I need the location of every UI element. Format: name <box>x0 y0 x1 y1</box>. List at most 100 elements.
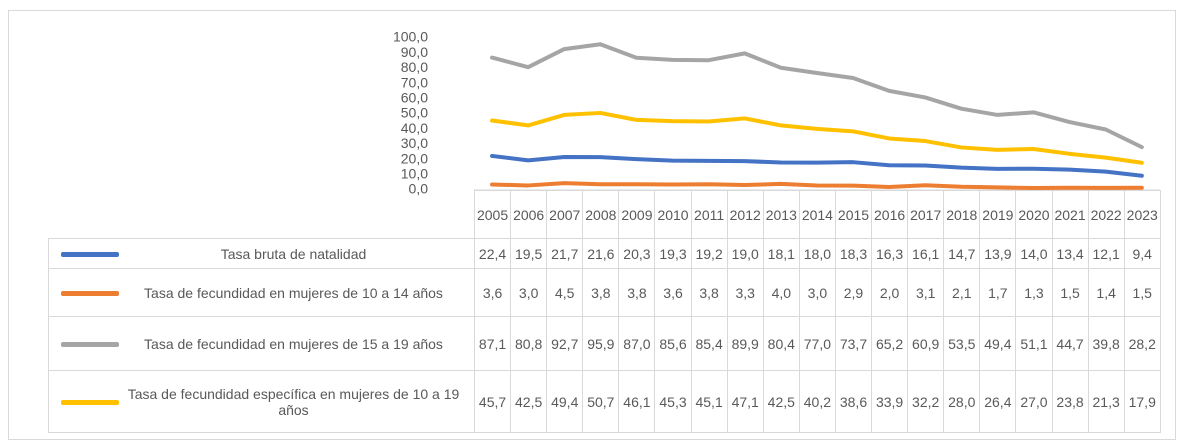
legend-swatch <box>61 251 119 257</box>
y-tick-label: 80,0 <box>401 59 428 75</box>
value-label: 49,4 <box>979 316 1017 371</box>
x-tick-label: 2009 <box>618 190 656 239</box>
legend-label: Tasa de fecundidad en mujeres de 10 a 14… <box>144 284 443 301</box>
value-label: 19,5 <box>510 238 548 269</box>
value-label: 3,0 <box>510 268 548 317</box>
value-label: 85,4 <box>690 316 728 371</box>
value-label: 42,5 <box>762 370 800 433</box>
x-tick-label: 2008 <box>582 190 620 239</box>
table-row: Tasa bruta de natalidad 22,4 19,5 21,7 21,6 2… <box>48 238 1161 269</box>
x-tick-label: 2017 <box>907 190 945 239</box>
value-label: 45,3 <box>654 370 692 433</box>
chart-border <box>8 10 1176 440</box>
value-label: 18,0 <box>798 238 836 269</box>
value-label: 32,2 <box>907 370 945 433</box>
series-line <box>490 110 1144 165</box>
x-tick-label: 2012 <box>726 190 764 239</box>
table-row: Tasa de fecundidad específica en mujeres… <box>48 370 1161 433</box>
value-label: 21,7 <box>546 238 584 269</box>
x-tick-label: 2018 <box>943 190 981 239</box>
value-label: 9,4 <box>1123 238 1161 269</box>
y-tick-label: 60,0 <box>401 90 428 106</box>
value-label: 45,7 <box>473 370 512 433</box>
value-label: 28,0 <box>943 370 981 433</box>
blank <box>49 191 475 239</box>
value-label: 45,1 <box>690 370 728 433</box>
y-tick-label: 0,0 <box>409 181 429 197</box>
value-label: 13,9 <box>979 238 1017 269</box>
x-tick-label: 2014 <box>798 190 836 239</box>
value-label: 39,8 <box>1087 316 1125 371</box>
value-label: 19,3 <box>654 238 692 269</box>
value-label: 2,1 <box>943 268 981 317</box>
value-label: 77,0 <box>798 316 836 371</box>
value-label: 16,3 <box>871 238 909 269</box>
value-label: 89,9 <box>726 316 764 371</box>
value-label: 51,1 <box>1015 316 1053 371</box>
series-line <box>490 181 1144 191</box>
x-tick-label: 2022 <box>1087 190 1125 239</box>
value-label: 17,9 <box>1123 370 1161 433</box>
value-label: 22,4 <box>473 238 512 269</box>
legend-swatch <box>61 290 119 296</box>
table-row: Tasa de fecundidad en mujeres de 10 a 14… <box>48 268 1161 317</box>
value-label: 4,5 <box>546 268 584 317</box>
value-label: 40,2 <box>798 370 836 433</box>
value-label: 33,9 <box>871 370 909 433</box>
value-label: 60,9 <box>907 316 945 371</box>
x-tick-label: 2015 <box>834 190 873 239</box>
y-tick-label: 90,0 <box>401 44 428 60</box>
value-label: 95,9 <box>582 316 620 371</box>
value-label: 14,0 <box>1015 238 1053 269</box>
x-tick-label: 2013 <box>762 190 800 239</box>
value-label: 3,8 <box>582 268 620 317</box>
y-tick-label: 20,0 <box>401 150 428 166</box>
x-tick-label: 2020 <box>1015 190 1053 239</box>
value-label: 38,6 <box>834 370 873 433</box>
value-label: 65,2 <box>871 316 909 371</box>
value-label: 3,6 <box>654 268 692 317</box>
value-label: 3,0 <box>798 268 836 317</box>
legend-entry: Tasa de fecundidad en mujeres de 15 a 19… <box>48 316 475 371</box>
legend-entry: Tasa de fecundidad específica en mujeres… <box>48 370 475 433</box>
y-tick-label: 40,0 <box>401 120 428 136</box>
value-label: 46,1 <box>618 370 656 433</box>
value-label: 85,6 <box>654 316 692 371</box>
value-label: 21,3 <box>1087 370 1125 433</box>
value-label: 16,1 <box>907 238 945 269</box>
legend-swatch <box>61 341 119 347</box>
value-label: 21,6 <box>582 238 620 269</box>
y-tick-label: 50,0 <box>401 105 428 121</box>
x-tick-label: 2021 <box>1051 190 1089 239</box>
value-label: 18,3 <box>834 238 873 269</box>
x-tick-label: 2010 <box>654 190 692 239</box>
value-label: 1,5 <box>1123 268 1161 317</box>
value-label: 1,7 <box>979 268 1017 317</box>
legend-entry: Tasa de fecundidad en mujeres de 10 a 14… <box>48 268 475 317</box>
value-label: 12,1 <box>1087 238 1125 269</box>
x-tick-label: 2023 <box>1123 190 1161 239</box>
x-tick-label: 2016 <box>871 190 909 239</box>
value-label: 47,1 <box>726 370 764 433</box>
value-label: 2,0 <box>871 268 909 317</box>
value-label: 53,5 <box>943 316 981 371</box>
value-label: 13,4 <box>1051 238 1089 269</box>
header-row: 2005 2006 2007 2008 2009 2010 2011 2012 2013 2014… <box>49 190 1161 239</box>
value-label: 1,5 <box>1051 268 1089 317</box>
value-label: 92,7 <box>546 316 584 371</box>
value-label: 18,1 <box>762 238 800 269</box>
value-label: 28,2 <box>1123 316 1161 371</box>
series-line <box>490 42 1144 150</box>
value-label: 42,5 <box>510 370 548 433</box>
x-tick-label: 2005 <box>473 190 512 239</box>
y-tick-label: 70,0 <box>401 74 428 90</box>
value-label: 27,0 <box>1015 370 1053 433</box>
value-label: 87,0 <box>618 316 656 371</box>
value-label: 3,1 <box>907 268 945 317</box>
value-label: 80,4 <box>762 316 800 371</box>
value-label: 1,4 <box>1087 268 1125 317</box>
value-label: 3,8 <box>618 268 656 317</box>
value-label: 14,7 <box>943 238 981 269</box>
